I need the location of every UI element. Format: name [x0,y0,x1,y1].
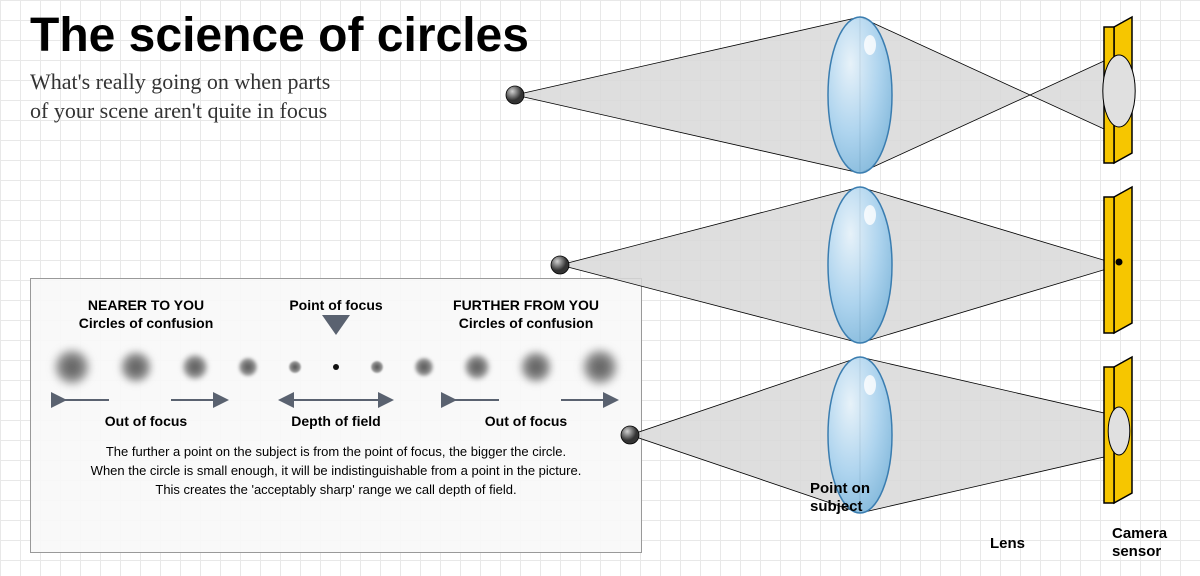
page-subtitle: What's really going on when partsof your… [30,68,529,125]
ray-diagram [500,180,1190,350]
confusion-circle [55,350,89,384]
heading-point-of-focus: Point of focus [241,297,431,313]
label-out-of-focus-left: Out of focus [51,413,241,429]
heading-nearer: NEARER TO YOU [51,297,241,313]
confusion-circle [289,361,301,373]
confusion-circle [371,361,383,373]
triangle-holder [241,315,431,339]
label-depth-of-field: Depth of field [241,413,431,429]
annot-point-on-subject: Point onsubject [810,480,870,516]
subhead-left: Circles of confusion [51,315,241,339]
page-title: The science of circles [30,12,529,60]
ray-diagram [500,10,1190,180]
annot-camera-sensor: Camerasensor [1112,525,1167,561]
arrows-center [266,391,406,409]
confusion-circle [415,358,433,376]
focus-triangle-icon [322,315,350,335]
confusion-circle [121,352,151,382]
confusion-circle [183,355,207,379]
confusion-circle [239,358,257,376]
annot-lens: Lens [990,535,1025,553]
confusion-circle [465,355,489,379]
confusion-circle [333,364,339,370]
title-block: The science of circles What's really goi… [30,12,529,125]
arrows-left [51,391,231,409]
